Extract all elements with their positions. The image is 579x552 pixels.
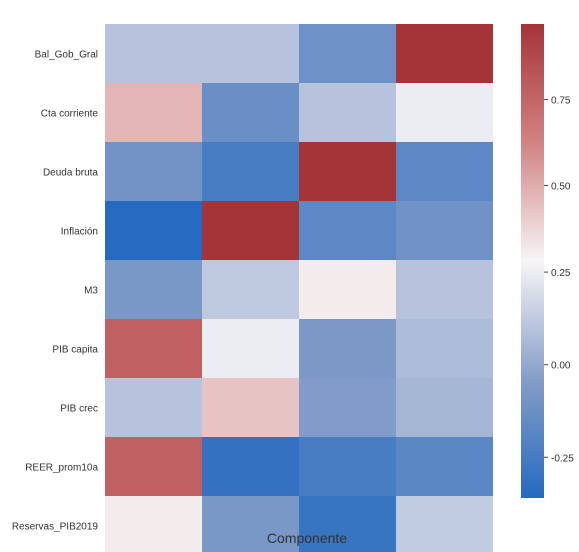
y-tick-label: REER_prom10a <box>25 463 98 474</box>
heatmap-cell <box>396 24 493 83</box>
y-tick-label: Bal_Gob_Gral <box>35 50 98 61</box>
heatmap-cell <box>396 142 493 201</box>
heatmap-cell <box>202 378 299 437</box>
heatmap-cell <box>202 142 299 201</box>
colorbar-tick-label: -0.25 <box>551 453 574 464</box>
y-tick-label: Cta corriente <box>41 109 99 120</box>
heatmap-cell <box>202 83 299 142</box>
heatmap-cell <box>105 496 202 552</box>
heatmap-cell <box>299 319 396 378</box>
heatmap-cell <box>299 378 396 437</box>
heatmap-cell <box>202 437 299 496</box>
heatmap-cell <box>105 83 202 142</box>
heatmap-cell <box>105 260 202 319</box>
colorbar: -0.25 0.00 0.25 0.50 0.75 <box>521 24 574 498</box>
heatmap-cell <box>202 201 299 260</box>
y-tick-label: PIB crec <box>60 404 98 415</box>
colorbar-tick-label: 0.50 <box>551 181 571 192</box>
y-tick-label: Deuda bruta <box>43 168 98 179</box>
heatmap-cell <box>105 437 202 496</box>
heatmap-cell <box>299 201 396 260</box>
y-tick-label: PIB capita <box>52 345 98 356</box>
colorbar-tick-label: 0.75 <box>551 96 571 107</box>
heatmap-cell <box>299 24 396 83</box>
y-tick-label: M3 <box>84 286 98 297</box>
colorbar-gradient <box>521 24 544 498</box>
heatmap-cell <box>105 378 202 437</box>
heatmap-cell <box>396 437 493 496</box>
colorbar-tick-label: 0.25 <box>551 268 571 279</box>
heatmap-cell <box>105 24 202 83</box>
heatmap-cell <box>396 260 493 319</box>
y-tick-label: Reservas_PIB2019 <box>12 522 99 533</box>
heatmap-cell <box>202 24 299 83</box>
heatmap-cell <box>105 201 202 260</box>
heatmap-cell <box>202 496 299 552</box>
heatmap-cell <box>396 378 493 437</box>
heatmap-cell <box>299 437 396 496</box>
heatmap-cell <box>105 319 202 378</box>
heatmap-cell <box>202 260 299 319</box>
heatmap-cell <box>299 142 396 201</box>
heatmap-cell <box>396 83 493 142</box>
heatmap-cell <box>396 201 493 260</box>
heatmap-cell <box>299 83 396 142</box>
heatmap-cell <box>299 260 396 319</box>
heatmap-cell <box>202 319 299 378</box>
heatmap-cell <box>299 496 396 552</box>
colorbar-ticks: -0.25 0.00 0.25 0.50 0.75 <box>544 96 574 464</box>
heatmap-cell <box>396 319 493 378</box>
y-tick-label: Inflación <box>61 227 98 238</box>
heatmap-cell <box>396 496 493 552</box>
colorbar-tick-label: 0.00 <box>551 361 571 372</box>
x-axis-label: Componente <box>267 530 347 546</box>
y-tick-labels: Bal_Gob_Gral Cta corriente Deuda bruta Infl… <box>12 50 99 533</box>
heatmap-cell <box>105 142 202 201</box>
heatmap-cells <box>105 24 493 552</box>
